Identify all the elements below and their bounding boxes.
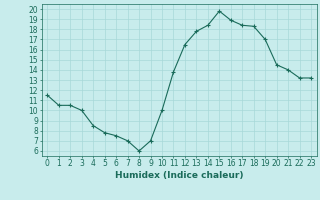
X-axis label: Humidex (Indice chaleur): Humidex (Indice chaleur) [115, 171, 244, 180]
